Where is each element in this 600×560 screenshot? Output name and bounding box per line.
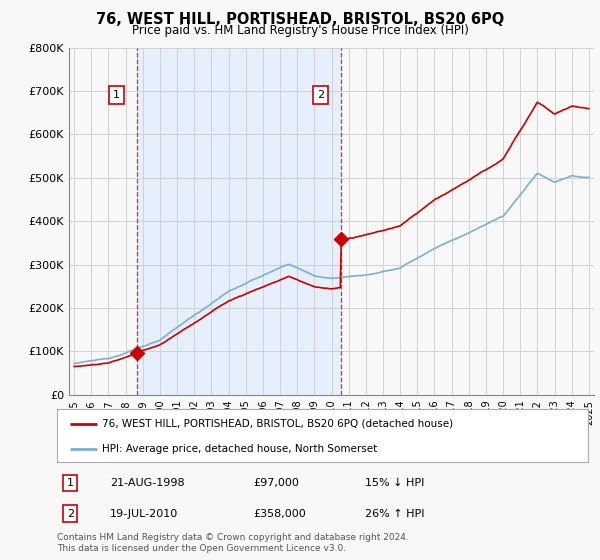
Text: Contains HM Land Registry data © Crown copyright and database right 2024.
This d: Contains HM Land Registry data © Crown c… [57,533,409,553]
Text: Price paid vs. HM Land Registry's House Price Index (HPI): Price paid vs. HM Land Registry's House … [131,24,469,36]
Text: 76, WEST HILL, PORTISHEAD, BRISTOL, BS20 6PQ: 76, WEST HILL, PORTISHEAD, BRISTOL, BS20… [96,12,504,27]
Bar [137,48,341,395]
Text: 2: 2 [67,509,74,519]
Text: £97,000: £97,000 [253,478,299,488]
Text: 26% ↑ HPI: 26% ↑ HPI [365,509,424,519]
Text: £358,000: £358,000 [253,509,306,519]
Text: 19-JUL-2010: 19-JUL-2010 [110,509,178,519]
Text: 2: 2 [317,90,324,100]
Text: 15% ↓ HPI: 15% ↓ HPI [365,478,424,488]
Text: 21-AUG-1998: 21-AUG-1998 [110,478,185,488]
Text: 76, WEST HILL, PORTISHEAD, BRISTOL, BS20 6PQ (detached house): 76, WEST HILL, PORTISHEAD, BRISTOL, BS20… [102,419,453,429]
Text: 1: 1 [113,90,119,100]
Text: 1: 1 [67,478,74,488]
Text: HPI: Average price, detached house, North Somerset: HPI: Average price, detached house, Nort… [102,444,377,454]
